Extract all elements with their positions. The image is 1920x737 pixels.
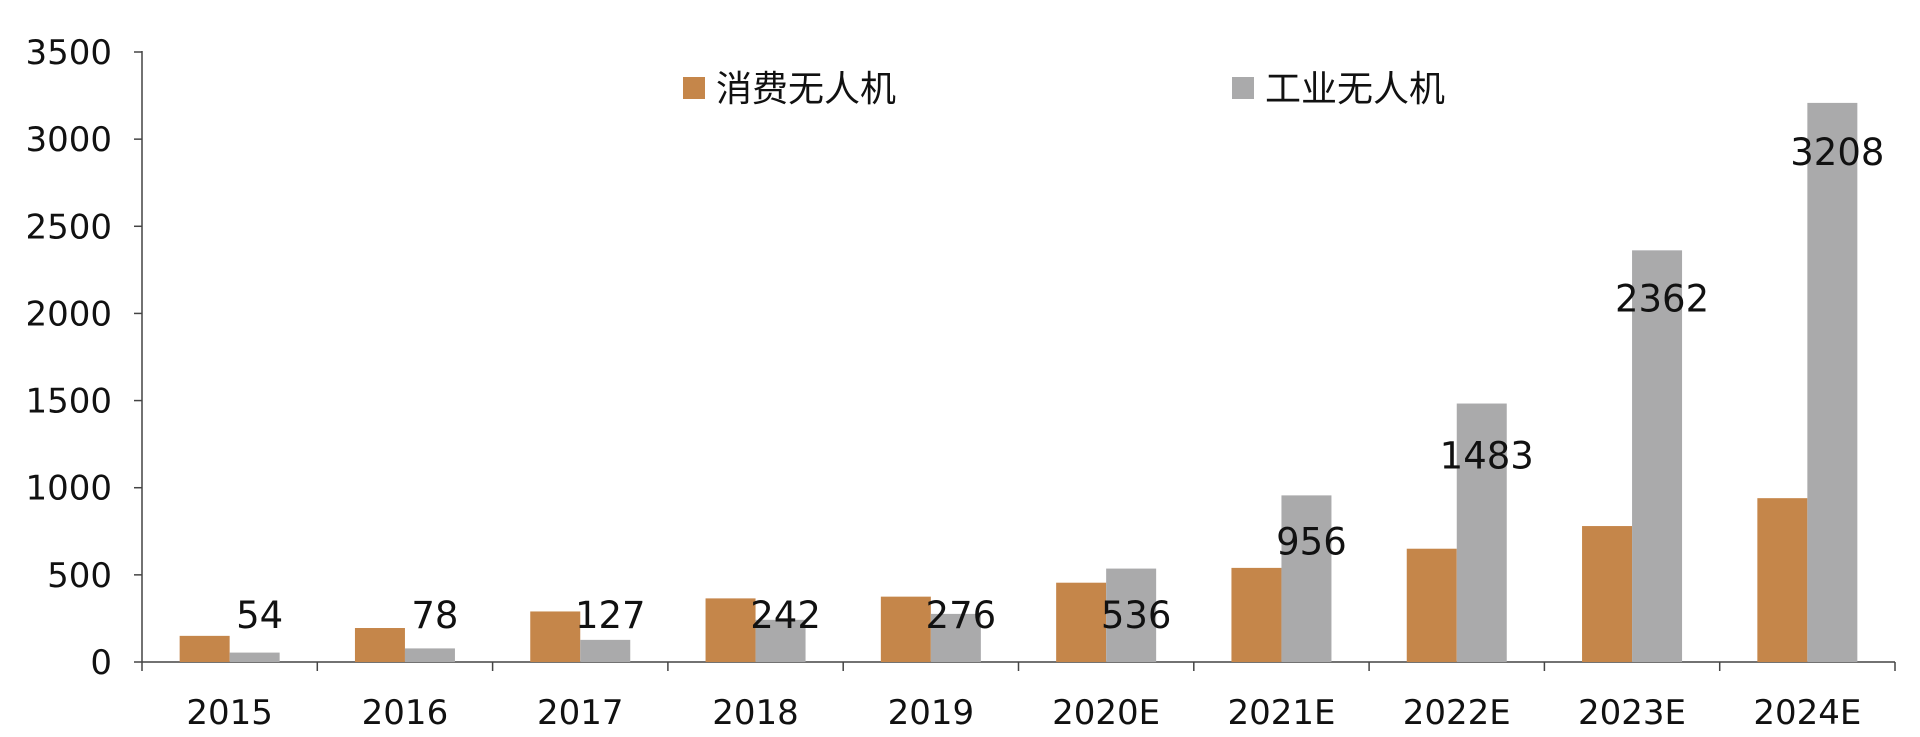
legend: 消费无人机 工业无人机 <box>683 69 1445 110</box>
y-tick-label: 0 <box>90 643 112 683</box>
bar-industrial-drone <box>580 639 631 662</box>
data-label: 536 <box>1101 594 1172 637</box>
bar-industrial-drone <box>930 613 981 662</box>
y-tick-label: 3500 <box>25 33 112 73</box>
bar-industrial-drone <box>404 648 455 662</box>
bar-industrial-drone <box>1807 102 1858 663</box>
x-tick-label: 2023E <box>1578 693 1686 733</box>
data-label: 78 <box>411 594 458 637</box>
legend-label: 消费无人机 <box>716 69 896 110</box>
data-label: 1483 <box>1440 435 1534 478</box>
data-label: 956 <box>1276 520 1347 563</box>
bar-industrial-drone <box>229 652 280 662</box>
x-tick-label: 2021E <box>1227 693 1335 733</box>
x-tick-label: 2015 <box>186 693 273 733</box>
bar-consumer-drone <box>705 598 756 662</box>
x-tick-label: 2019 <box>888 693 975 733</box>
bar-consumer-drone <box>1056 582 1107 662</box>
legend-swatch <box>1232 77 1254 99</box>
legend-item: 消费无人机 <box>683 69 896 110</box>
bar-industrial-drone <box>1281 495 1332 662</box>
x-tick-label: 2024E <box>1753 693 1861 733</box>
data-labels: 54 78 127 242 276 536 956 1483 2362 3208 <box>236 131 1884 637</box>
y-tick-label: 3000 <box>25 120 112 160</box>
bars <box>179 102 1858 663</box>
bar-consumer-drone <box>880 596 931 662</box>
bar-industrial-drone <box>1456 403 1507 662</box>
bar-consumer-drone <box>354 628 405 662</box>
x-tick-label: 2016 <box>362 693 449 733</box>
bar-consumer-drone <box>179 635 230 662</box>
legend-label: 工业无人机 <box>1265 69 1445 110</box>
data-label: 54 <box>236 594 283 637</box>
legend-item: 工业无人机 <box>1232 69 1445 110</box>
y-tick-label: 2500 <box>25 207 112 247</box>
bar-consumer-drone <box>1231 567 1282 662</box>
data-label: 3208 <box>1790 131 1884 174</box>
y-axis: 0 500 1000 1500 2000 2500 3000 3500 <box>25 33 143 683</box>
data-label: 2362 <box>1615 277 1709 320</box>
bar-industrial-drone <box>755 619 806 662</box>
bar-consumer-drone <box>1406 548 1457 662</box>
y-tick-label: 2000 <box>25 294 112 334</box>
y-tick-label: 500 <box>47 556 112 596</box>
data-label: 127 <box>575 594 646 637</box>
legend-swatch <box>683 77 705 99</box>
x-axis: 2015 2016 2017 2018 2019 2020E 2021E 2022E 2023E… <box>141 661 1896 733</box>
bar-industrial-drone <box>1106 568 1157 662</box>
x-tick-label: 2020E <box>1052 693 1160 733</box>
bar-consumer-drone <box>1757 498 1808 662</box>
x-tick-label: 2018 <box>712 693 799 733</box>
y-tick-label: 1500 <box>25 382 112 422</box>
y-tick-label: 1000 <box>25 469 112 509</box>
x-tick-label: 2017 <box>537 693 624 733</box>
data-label: 276 <box>926 594 997 637</box>
bar-consumer-drone <box>530 611 581 662</box>
x-tick-label: 2022E <box>1403 693 1511 733</box>
bar-consumer-drone <box>1582 526 1633 662</box>
data-label: 242 <box>750 594 821 637</box>
bar-industrial-drone <box>1632 250 1683 662</box>
